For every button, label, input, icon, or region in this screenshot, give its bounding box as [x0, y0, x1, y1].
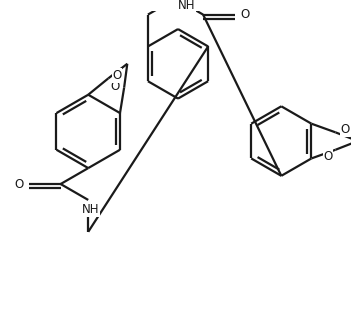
Text: O: O: [111, 80, 120, 93]
Text: O: O: [341, 123, 350, 136]
Text: NH: NH: [81, 203, 99, 216]
Text: O: O: [323, 150, 332, 163]
Text: O: O: [112, 69, 122, 82]
Text: NH: NH: [178, 0, 196, 12]
Text: O: O: [15, 178, 24, 191]
Text: O: O: [240, 8, 249, 21]
